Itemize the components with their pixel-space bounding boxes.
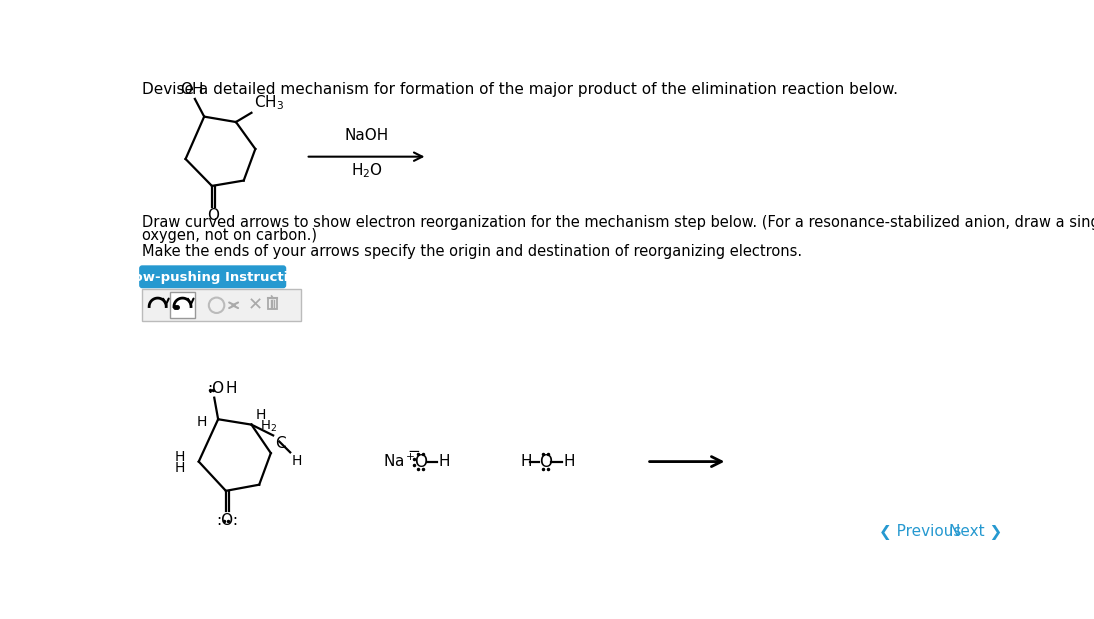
Text: H: H: [439, 454, 451, 469]
Text: −: −: [408, 444, 420, 459]
Text: H: H: [174, 461, 185, 475]
FancyBboxPatch shape: [140, 266, 286, 288]
Text: O: O: [207, 208, 219, 223]
Text: ❮ Previous: ❮ Previous: [880, 524, 962, 540]
Text: NaOH: NaOH: [345, 128, 388, 143]
Text: H: H: [225, 381, 236, 396]
FancyBboxPatch shape: [170, 292, 195, 318]
Text: :O: :O: [207, 381, 224, 396]
Text: Arrow-pushing Instructions: Arrow-pushing Instructions: [110, 271, 315, 284]
Text: H: H: [255, 407, 266, 422]
Text: H: H: [196, 415, 207, 430]
Text: Devise a detailed mechanism for formation of the major product of the eliminatio: Devise a detailed mechanism for formatio…: [142, 82, 898, 97]
Text: ✕: ✕: [247, 297, 263, 314]
Text: H$_2$: H$_2$: [260, 419, 277, 434]
Text: H: H: [521, 454, 532, 469]
Text: OH: OH: [181, 82, 203, 97]
Text: :O:: :O:: [217, 513, 238, 528]
Text: Next ❯: Next ❯: [948, 524, 1002, 540]
Text: C: C: [275, 436, 286, 451]
Text: Make the ends of your arrows specify the origin and destination of reorganizing : Make the ends of your arrows specify the…: [142, 244, 802, 259]
FancyBboxPatch shape: [142, 289, 301, 321]
Text: oxygen, not on carbon.): oxygen, not on carbon.): [142, 228, 317, 243]
Text: O: O: [414, 452, 427, 470]
Text: Na$^+$: Na$^+$: [383, 453, 416, 470]
Text: CH$_3$: CH$_3$: [254, 93, 284, 112]
Text: H: H: [292, 454, 302, 468]
Text: H: H: [563, 454, 575, 469]
Text: O: O: [538, 452, 551, 470]
Text: Draw curved arrows to show electron reorganization for the mechanism step below.: Draw curved arrows to show electron reor…: [142, 215, 1094, 230]
Text: H: H: [174, 450, 185, 464]
Text: H$_2$O: H$_2$O: [350, 162, 383, 180]
